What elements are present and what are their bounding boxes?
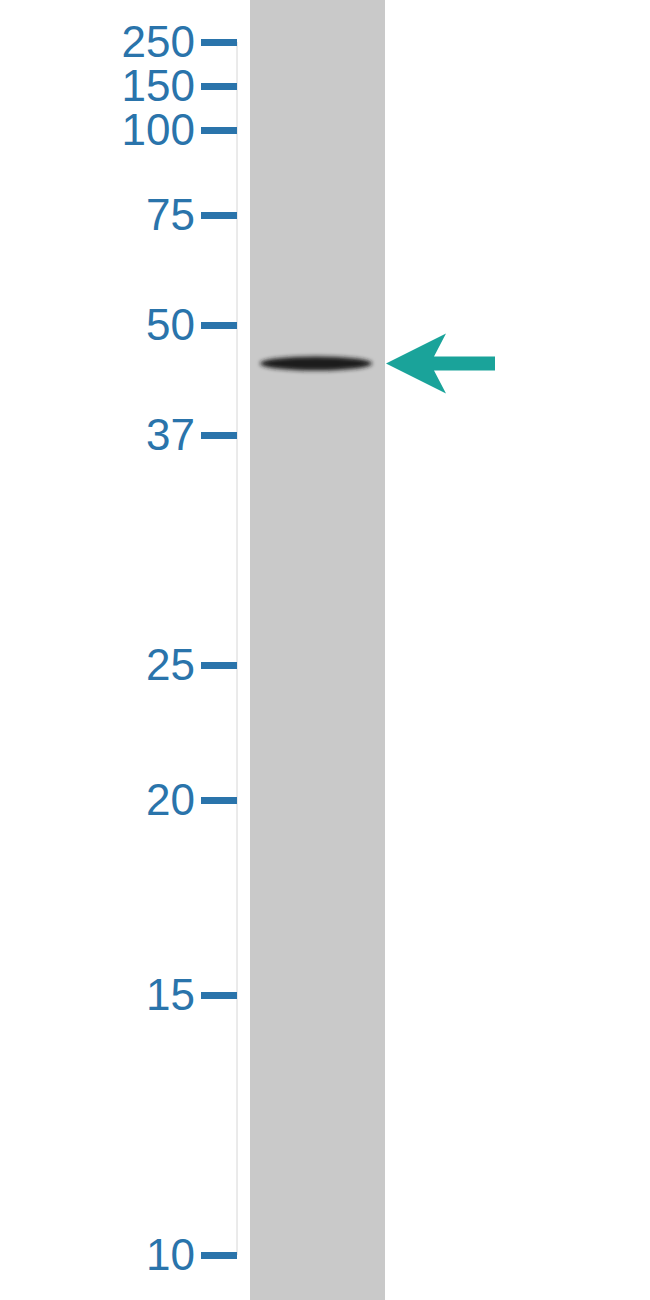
tick-label: 250: [122, 17, 195, 66]
lane: [250, 0, 385, 1300]
tick: 100: [122, 105, 237, 154]
tick: 25: [146, 640, 237, 689]
tick: 250: [122, 17, 237, 66]
blot-figure: 10 15 20 25 37 50 75 100150250: [0, 0, 650, 1300]
tick-label: 15: [146, 970, 195, 1019]
tick-label: 25: [146, 640, 195, 689]
tick-mark: [201, 992, 237, 999]
axis-line: [237, 42, 238, 1255]
tick-label: 37: [146, 410, 195, 459]
arrow: [386, 333, 495, 393]
tick: 10: [146, 1230, 237, 1279]
tick-mark: [201, 83, 237, 90]
bands: [260, 356, 372, 370]
tick-mark: [201, 212, 237, 219]
tick-label: 20: [146, 775, 195, 824]
tick: 75: [146, 190, 237, 239]
tick: 37: [146, 410, 237, 459]
tick-mark: [201, 322, 237, 329]
tick: 15: [146, 970, 237, 1019]
tick-mark: [201, 39, 237, 46]
tick-label: 10: [146, 1230, 195, 1279]
tick: 150: [122, 61, 237, 110]
tick-mark: [201, 127, 237, 134]
tick-mark: [201, 432, 237, 439]
tick-label: 100: [122, 105, 195, 154]
tick-mark: [201, 1252, 237, 1259]
tick: 50: [146, 300, 237, 349]
tick: 20: [146, 775, 237, 824]
tick-label: 50: [146, 300, 195, 349]
tick-label: 75: [146, 190, 195, 239]
tick-mark: [201, 662, 237, 669]
tick-label: 150: [122, 61, 195, 110]
tick-mark: [201, 797, 237, 804]
band: [260, 356, 372, 370]
y-axis: 10 15 20 25 37 50 75 100150250: [122, 17, 237, 1279]
